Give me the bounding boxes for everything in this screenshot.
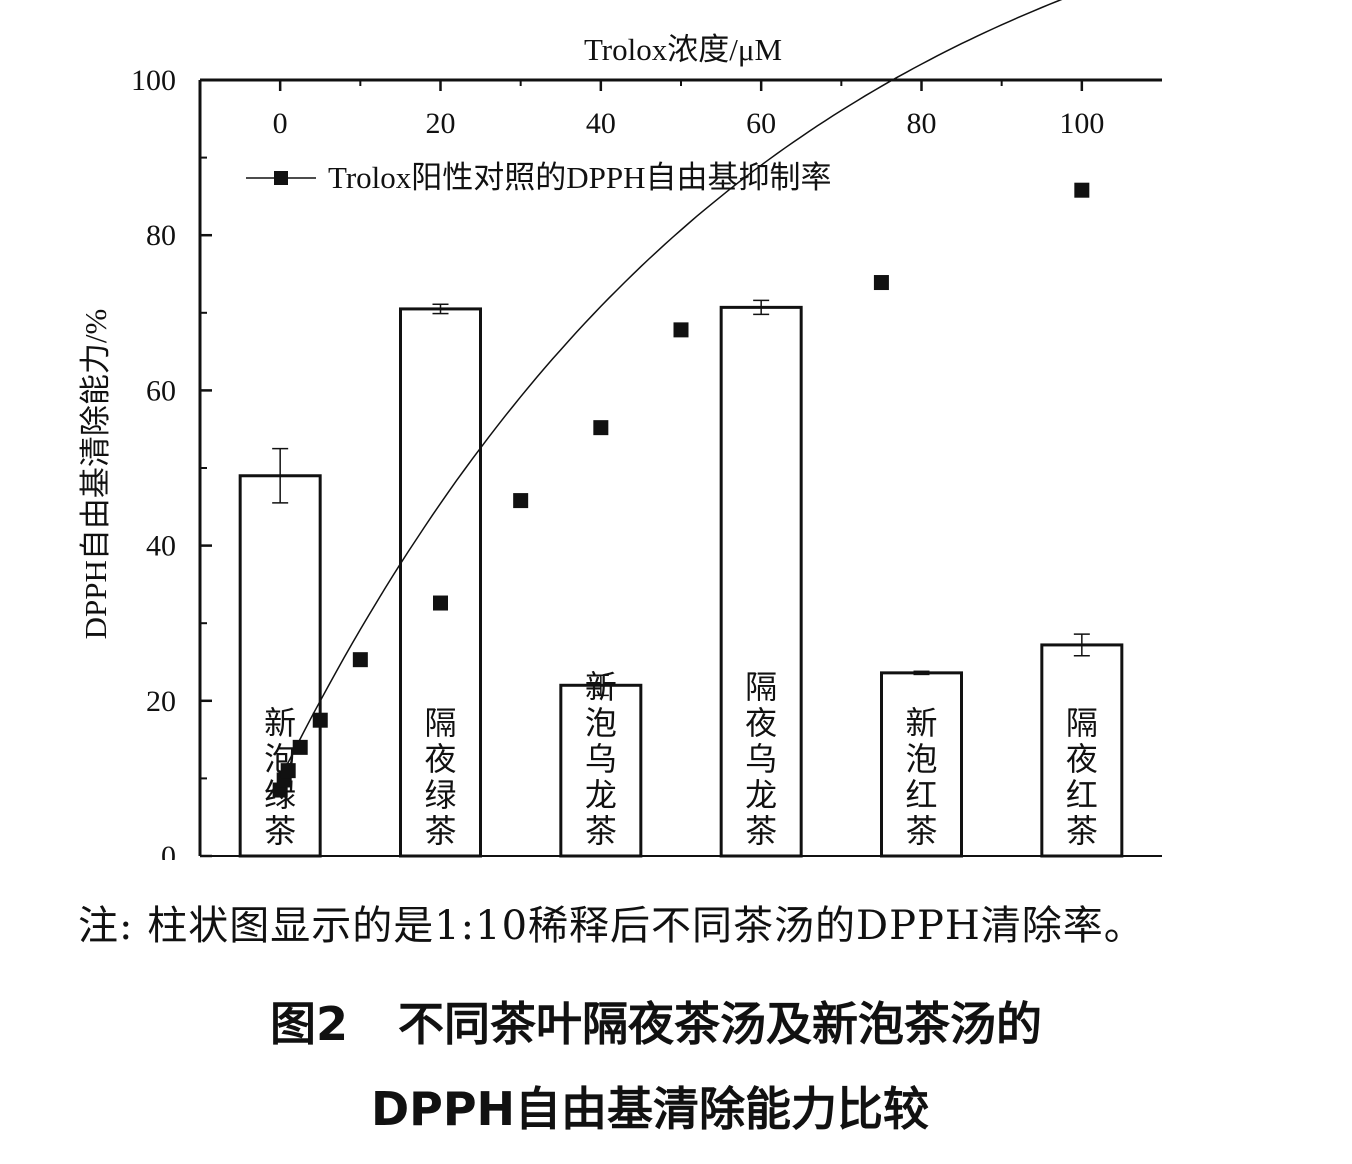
- bar-label: 新: [264, 705, 296, 741]
- data-point: [593, 420, 609, 436]
- x-tick-label: 40: [586, 107, 616, 140]
- y-tick-label: 20: [146, 685, 176, 718]
- x-tick-label: 80: [907, 107, 937, 140]
- chart-note: 注: 柱状图显示的是1:10稀释后不同茶汤的DPPH清除率。: [78, 903, 1145, 949]
- bar-label: 红: [1066, 777, 1098, 813]
- bar-label: 夜: [745, 705, 777, 741]
- bar: [719, 305, 803, 858]
- legend-marker: [274, 171, 288, 185]
- bar-label: 茶: [1066, 813, 1098, 849]
- bar-label: 隔: [745, 669, 777, 705]
- bar-label: 泡: [905, 741, 937, 777]
- y-axis-title: DPPH自由基清除能力/%: [78, 309, 113, 640]
- bar-label: 茶: [905, 813, 937, 849]
- y-tick-label: 100: [131, 64, 176, 97]
- fit-curve: [279, 0, 1063, 779]
- data-point: [292, 739, 308, 755]
- bar-label: 隔: [424, 705, 456, 741]
- data-point: [352, 652, 368, 668]
- bar-label: 茶: [585, 813, 617, 849]
- bar: [399, 307, 482, 858]
- data-point: [673, 322, 689, 338]
- data-point: [433, 595, 448, 611]
- bar-label: 茶: [745, 813, 777, 849]
- data-point: [312, 712, 328, 728]
- y-tick-label: 40: [146, 530, 176, 563]
- bar-label: 茶: [424, 813, 456, 849]
- data-point: [1074, 182, 1090, 198]
- y-tick-label: 0: [161, 840, 176, 860]
- x-tick-label: 0: [273, 107, 288, 140]
- bar-label: 龙: [745, 777, 777, 813]
- figure-number: 图2: [269, 997, 348, 1051]
- dpph-chart: 0 20 40 60 80 100 0 20 40 60 80 100 Trolox浓度/μM DPPH自…: [78, 0, 1162, 860]
- x-tick-label: 60: [746, 107, 776, 140]
- bar-label: 新: [585, 669, 617, 705]
- figure-caption-line2: DPPH自由基清除能力比较: [370, 1082, 930, 1136]
- x-tick-label: 20: [426, 107, 456, 140]
- bar-label: 泡: [585, 705, 617, 741]
- legend-label: Trolox阳性对照的DPPH自由基抑制率: [328, 160, 832, 195]
- y-tick-label: 60: [146, 374, 176, 407]
- bar-label: 绿: [424, 777, 456, 813]
- bar-label: 夜: [1066, 741, 1098, 777]
- top-x-axis-title: Trolox浓度/μM: [584, 32, 782, 67]
- x-tick-label: 100: [1059, 107, 1104, 140]
- caption-title-line1: 不同茶叶隔夜茶汤及新泡茶汤的: [398, 997, 1042, 1051]
- figure-caption-line1: 图2 不同茶叶隔夜茶汤及新泡茶汤的: [0, 988, 1332, 1054]
- bar-label: 夜: [424, 741, 456, 777]
- y-tick-label: 80: [146, 219, 176, 252]
- data-point: [513, 493, 529, 509]
- bar-label: 龙: [585, 777, 617, 813]
- bar: [1040, 643, 1124, 858]
- data-point: [280, 763, 296, 779]
- bar-label: 新: [905, 705, 937, 741]
- bar-label: 乌: [585, 741, 617, 777]
- bar-label: 隔: [1066, 705, 1098, 741]
- data-point: [873, 275, 889, 291]
- bar-label: 茶: [264, 813, 296, 849]
- bar-label: 红: [905, 777, 937, 813]
- bar-label: 乌: [745, 741, 777, 777]
